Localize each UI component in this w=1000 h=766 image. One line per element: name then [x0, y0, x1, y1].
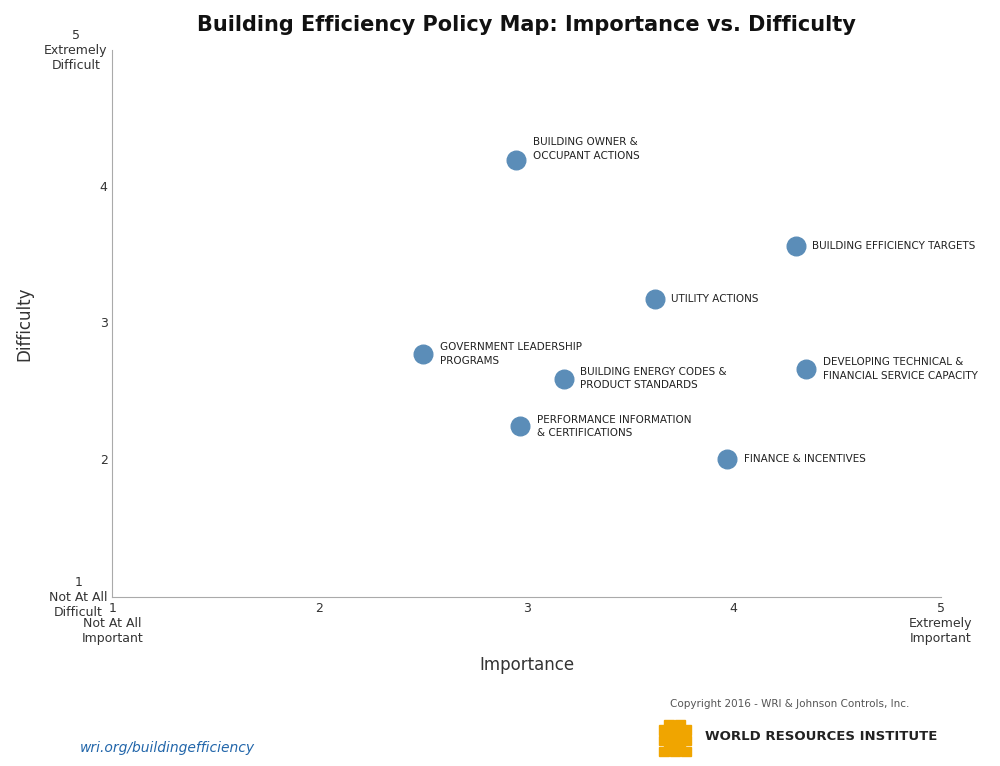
- Point: [647, 293, 663, 306]
- Point: [719, 453, 735, 466]
- Point: [508, 154, 524, 166]
- Point: [798, 363, 814, 375]
- Text: WORLD RESOURCES INSTITUTE: WORLD RESOURCES INSTITUTE: [705, 731, 937, 743]
- Bar: [664, 720, 674, 729]
- Text: GOVERNMENT LEADERSHIP
PROGRAMS: GOVERNMENT LEADERSHIP PROGRAMS: [440, 342, 582, 365]
- Text: BUILDING EFFICIENCY TARGETS: BUILDING EFFICIENCY TARGETS: [812, 241, 976, 251]
- Text: Copyright 2016 - WRI & Johnson Controls, Inc.: Copyright 2016 - WRI & Johnson Controls,…: [670, 699, 909, 709]
- Text: BUILDING OWNER &
OCCUPANT ACTIONS: BUILDING OWNER & OCCUPANT ACTIONS: [533, 137, 639, 161]
- Bar: [675, 741, 685, 751]
- Bar: [659, 747, 668, 756]
- Point: [788, 240, 804, 252]
- Point: [556, 372, 572, 385]
- Bar: [675, 731, 685, 740]
- Bar: [664, 741, 674, 751]
- Bar: [681, 736, 691, 745]
- Y-axis label: Difficulty: Difficulty: [15, 286, 33, 362]
- Text: UTILITY ACTIONS: UTILITY ACTIONS: [671, 294, 759, 304]
- Bar: [659, 736, 668, 745]
- Bar: [681, 725, 691, 735]
- Text: BUILDING ENERGY CODES &
PRODUCT STANDARDS: BUILDING ENERGY CODES & PRODUCT STANDARD…: [580, 367, 727, 390]
- Bar: [659, 725, 668, 735]
- Bar: [670, 725, 680, 735]
- Text: wri.org/buildingefficiency: wri.org/buildingefficiency: [80, 741, 255, 755]
- Text: DEVELOPING TECHNICAL &
FINANCIAL SERVICE CAPACITY: DEVELOPING TECHNICAL & FINANCIAL SERVICE…: [823, 358, 977, 381]
- X-axis label: Importance: Importance: [479, 656, 574, 674]
- Text: FINANCE & INCENTIVES: FINANCE & INCENTIVES: [744, 454, 866, 464]
- Bar: [675, 720, 685, 729]
- Bar: [681, 747, 691, 756]
- Title: Building Efficiency Policy Map: Importance vs. Difficulty: Building Efficiency Policy Map: Importan…: [197, 15, 856, 35]
- Point: [415, 348, 431, 360]
- Point: [512, 421, 528, 433]
- Bar: [664, 731, 674, 740]
- Text: PERFORMANCE INFORMATION
& CERTIFICATIONS: PERFORMANCE INFORMATION & CERTIFICATIONS: [537, 415, 691, 438]
- Bar: [670, 736, 680, 745]
- Bar: [670, 747, 680, 756]
